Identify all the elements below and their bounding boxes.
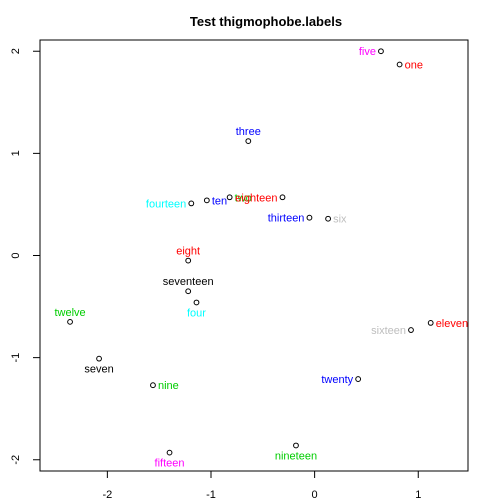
plot-frame: [39, 39, 469, 472]
y-tick-label: 2: [10, 48, 22, 54]
point-eleven: [427, 320, 434, 326]
point-label-nine: nine: [158, 380, 179, 392]
point-thirteen: [306, 214, 313, 221]
x-tick-label: 1: [415, 489, 421, 501]
point-label-eight: eight: [176, 246, 200, 258]
point-label-one: one: [405, 60, 423, 72]
point-label-eighteen: eighteen: [235, 192, 277, 204]
point-nineteen: [293, 442, 299, 449]
point-seven: [96, 355, 102, 362]
x-axis: -2 -1 0 1: [102, 470, 421, 501]
point-five: [378, 48, 384, 55]
point-label-two: two: [235, 192, 252, 204]
point-label-five: five: [359, 46, 376, 58]
y-tick-label: 0: [10, 252, 22, 258]
point-nine: [150, 382, 156, 389]
point-label-eleven: eleven: [436, 318, 468, 330]
point-ten: [203, 197, 210, 204]
point-label-twenty: twenty: [321, 374, 353, 386]
point-label-twelve: twelve: [54, 307, 85, 319]
point-three: [245, 138, 252, 145]
data-points: onetwothreefourfivesixseveneightninetene…: [54, 46, 468, 469]
x-tick-label: -2: [102, 489, 112, 501]
point-four: [193, 299, 200, 306]
point-seventeen: [185, 288, 192, 295]
point-twenty: [355, 376, 362, 382]
point-label-ten: ten: [212, 195, 227, 207]
point-label-four: four: [187, 307, 206, 319]
point-two: [226, 194, 233, 201]
point-label-three: three: [236, 126, 261, 138]
point-label-fifteen: fifteen: [155, 458, 185, 470]
point-eight: [185, 257, 192, 264]
point-sixteen: [408, 327, 414, 333]
point-label-six: six: [333, 214, 347, 226]
point-one: [396, 61, 403, 68]
point-label-fourteen: fourteen: [146, 198, 186, 210]
point-six: [325, 215, 331, 222]
point-fifteen: [166, 449, 173, 456]
point-label-sixteen: sixteen: [371, 325, 406, 337]
y-tick-label: -2: [10, 455, 22, 465]
point-label-thirteen: thirteen: [268, 213, 305, 225]
chart-title: Test thigmophobe.labels: [190, 14, 342, 29]
x-tick-label: -1: [206, 489, 216, 501]
point-eighteen: [279, 194, 286, 201]
point-label-seventeen: seventeen: [163, 276, 214, 288]
y-axis: -2 -1 0 1 2: [10, 48, 41, 465]
point-label-nineteen: nineteen: [275, 450, 317, 462]
point-label-seven: seven: [84, 364, 113, 376]
y-tick-label: -1: [10, 353, 22, 363]
y-tick-label: 1: [10, 150, 22, 156]
x-tick-label: 0: [312, 489, 318, 501]
point-fourteen: [188, 200, 195, 207]
point-twelve: [67, 318, 73, 325]
